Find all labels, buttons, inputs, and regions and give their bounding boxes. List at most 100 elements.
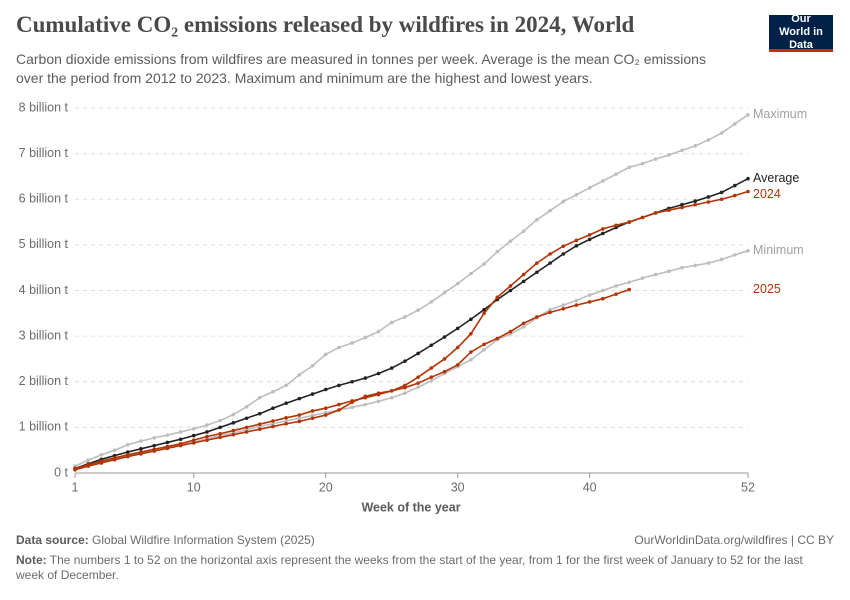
data-point bbox=[746, 249, 750, 253]
y-tick-label: 5 billion t bbox=[19, 237, 69, 251]
data-point bbox=[271, 421, 275, 426]
data-point bbox=[271, 406, 275, 411]
data-point bbox=[284, 421, 288, 426]
data-point bbox=[310, 416, 315, 421]
data-point bbox=[218, 425, 222, 430]
data-point bbox=[323, 387, 328, 392]
data-point bbox=[706, 200, 711, 204]
data-point bbox=[350, 405, 354, 410]
data-point bbox=[363, 402, 368, 407]
source-text[interactable]: Global Wildfire Information System (2025… bbox=[92, 533, 315, 547]
data-point bbox=[165, 446, 170, 451]
data-point bbox=[521, 279, 526, 284]
data-point bbox=[376, 391, 381, 395]
data-point bbox=[548, 252, 552, 256]
data-point bbox=[191, 441, 196, 445]
data-point bbox=[191, 426, 196, 431]
data-point bbox=[653, 211, 658, 215]
data-point bbox=[680, 202, 684, 207]
data-point bbox=[416, 351, 420, 356]
data-point bbox=[231, 428, 236, 433]
data-point bbox=[733, 122, 737, 126]
data-point bbox=[403, 391, 407, 395]
data-point bbox=[587, 237, 592, 242]
data-point bbox=[508, 239, 513, 244]
data-point bbox=[205, 430, 209, 434]
data-point bbox=[337, 408, 341, 412]
data-point bbox=[469, 350, 473, 354]
data-point bbox=[521, 325, 526, 329]
y-tick-label: 4 billion t bbox=[19, 283, 69, 297]
data-point bbox=[746, 176, 750, 181]
data-point bbox=[125, 454, 130, 459]
data-point bbox=[376, 371, 381, 376]
data-point bbox=[165, 440, 170, 445]
series-line bbox=[74, 114, 749, 467]
data-point bbox=[508, 329, 513, 334]
data-point bbox=[561, 199, 566, 204]
data-point bbox=[416, 308, 420, 312]
y-tick-label: 1 billion t bbox=[19, 420, 69, 434]
data-point bbox=[482, 307, 486, 312]
data-point bbox=[257, 411, 262, 416]
data-point bbox=[416, 381, 420, 385]
data-point bbox=[535, 270, 539, 275]
data-point bbox=[535, 217, 539, 222]
data-point bbox=[323, 413, 328, 417]
url[interactable]: OurWorldinData.org/wildfires | CC BY bbox=[634, 533, 834, 547]
data-point bbox=[244, 425, 249, 430]
data-point bbox=[231, 432, 236, 437]
data-point bbox=[482, 348, 486, 352]
data-point bbox=[508, 284, 513, 288]
series-line bbox=[74, 190, 749, 470]
data-point bbox=[719, 197, 724, 202]
data-point bbox=[337, 402, 341, 407]
data-point bbox=[719, 131, 724, 135]
data-point bbox=[561, 244, 566, 249]
source-label: Data source: bbox=[16, 533, 89, 547]
data-point bbox=[218, 418, 222, 423]
data-point bbox=[284, 415, 288, 420]
data-point bbox=[627, 165, 632, 170]
data-point bbox=[73, 468, 77, 472]
data-point bbox=[429, 379, 434, 383]
data-point bbox=[152, 443, 156, 448]
data-point bbox=[429, 300, 434, 304]
data-point bbox=[99, 452, 104, 457]
data-point bbox=[323, 352, 328, 357]
data-point bbox=[244, 430, 249, 434]
data-point bbox=[257, 395, 262, 400]
data-point bbox=[178, 430, 183, 434]
data-point bbox=[178, 443, 183, 448]
logo[interactable]: Our World in Data bbox=[769, 13, 833, 52]
data-point bbox=[284, 401, 288, 405]
data-point bbox=[653, 272, 658, 277]
data-point bbox=[442, 369, 447, 374]
data-point bbox=[257, 422, 262, 426]
data-point bbox=[376, 329, 381, 334]
data-point bbox=[667, 208, 671, 212]
data-point bbox=[429, 375, 434, 379]
data-point bbox=[99, 461, 104, 465]
data-point bbox=[125, 442, 130, 447]
data-point bbox=[191, 438, 196, 442]
data-point bbox=[297, 373, 302, 377]
note-text: The numbers 1 to 52 on the horizontal ax… bbox=[16, 553, 803, 582]
data-point bbox=[680, 265, 684, 270]
data-point bbox=[271, 424, 275, 429]
series-line bbox=[74, 178, 749, 470]
data-point bbox=[706, 138, 711, 142]
data-point bbox=[86, 464, 90, 468]
x-axis-label: Week of the year bbox=[361, 500, 460, 514]
data-point bbox=[667, 269, 671, 274]
data-point bbox=[165, 433, 170, 437]
y-tick-label: 6 billion t bbox=[19, 192, 69, 206]
series-label: Average bbox=[753, 171, 799, 185]
data-point bbox=[363, 394, 368, 399]
data-point bbox=[271, 389, 275, 394]
data-point bbox=[244, 405, 249, 409]
chart-subtitle: Carbon dioxide emissions from wildfires … bbox=[16, 51, 706, 86]
data-point bbox=[297, 419, 302, 424]
data-point bbox=[495, 336, 500, 341]
